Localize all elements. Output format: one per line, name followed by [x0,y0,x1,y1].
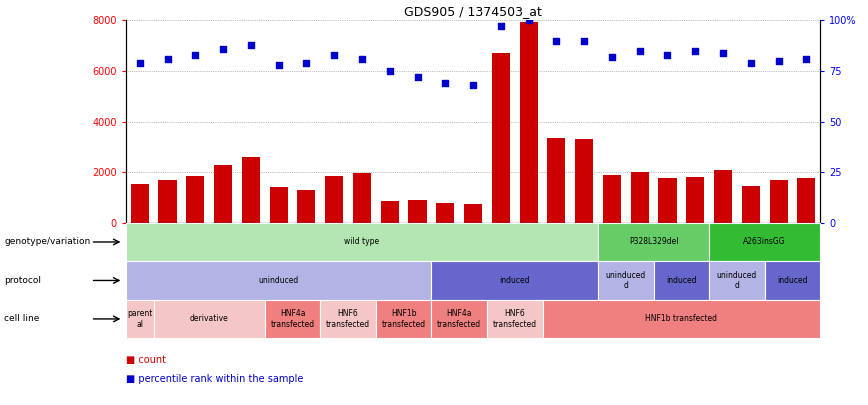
Text: uninduced
d: uninduced d [717,271,757,290]
Text: A263insGG: A263insGG [743,237,786,247]
Bar [242,157,260,223]
Point [661,51,674,58]
Point [577,37,591,44]
Text: parent
al: parent al [127,309,153,328]
Text: ■ percentile rank within the sample: ■ percentile rank within the sample [126,374,303,384]
Text: HNF6
transfected: HNF6 transfected [326,309,370,328]
Bar [603,175,621,223]
Point [494,23,508,30]
Bar [687,177,704,223]
Point [633,47,647,54]
Bar [381,201,398,223]
Point [772,58,786,64]
Bar [131,183,148,223]
Text: HNF1b transfected: HNF1b transfected [646,314,717,324]
Bar [214,164,232,223]
Bar [798,179,815,223]
Point [299,60,313,66]
Bar [659,178,676,223]
Point [216,45,230,52]
Text: uninduced: uninduced [259,276,299,285]
Point [799,55,813,62]
Point [188,51,202,58]
Text: HNF4a
transfected: HNF4a transfected [271,309,314,328]
Point [411,74,424,80]
Bar [437,202,454,223]
Text: HNF1b
transfected: HNF1b transfected [382,309,425,328]
Text: derivative: derivative [190,314,228,324]
Text: induced: induced [666,276,697,285]
Point [438,80,452,86]
Text: ■ count: ■ count [126,356,166,365]
Text: uninduced
d: uninduced d [606,271,646,290]
Bar [409,200,426,223]
Point [133,60,147,66]
Bar [714,170,732,223]
Text: protocol: protocol [4,276,42,285]
Bar [159,180,176,223]
Bar [187,176,204,223]
Bar [575,139,593,223]
Bar [548,138,565,223]
Point [161,55,174,62]
Title: GDS905 / 1374503_at: GDS905 / 1374503_at [404,5,542,18]
Text: HNF4a
transfected: HNF4a transfected [437,309,481,328]
Bar [492,53,510,223]
Point [466,82,480,88]
Point [355,55,369,62]
Text: induced: induced [499,276,530,285]
Point [688,47,702,54]
Point [744,60,758,66]
Bar [326,176,343,223]
Text: HNF6
transfected: HNF6 transfected [493,309,536,328]
Text: wild type: wild type [345,237,379,247]
Bar [353,173,371,223]
Text: P328L329del: P328L329del [628,237,679,247]
Text: induced: induced [777,276,808,285]
Text: genotype/variation: genotype/variation [4,237,90,247]
Bar [742,186,760,223]
Point [244,41,258,48]
Bar [520,21,537,223]
Point [549,37,563,44]
Bar [770,180,787,223]
Bar [464,204,482,223]
Point [327,51,341,58]
Point [383,68,397,74]
Bar [298,190,315,223]
Bar [270,188,287,223]
Point [522,17,536,23]
Point [272,62,286,68]
Point [605,53,619,60]
Text: cell line: cell line [4,314,40,324]
Bar [631,172,648,223]
Point [716,49,730,56]
